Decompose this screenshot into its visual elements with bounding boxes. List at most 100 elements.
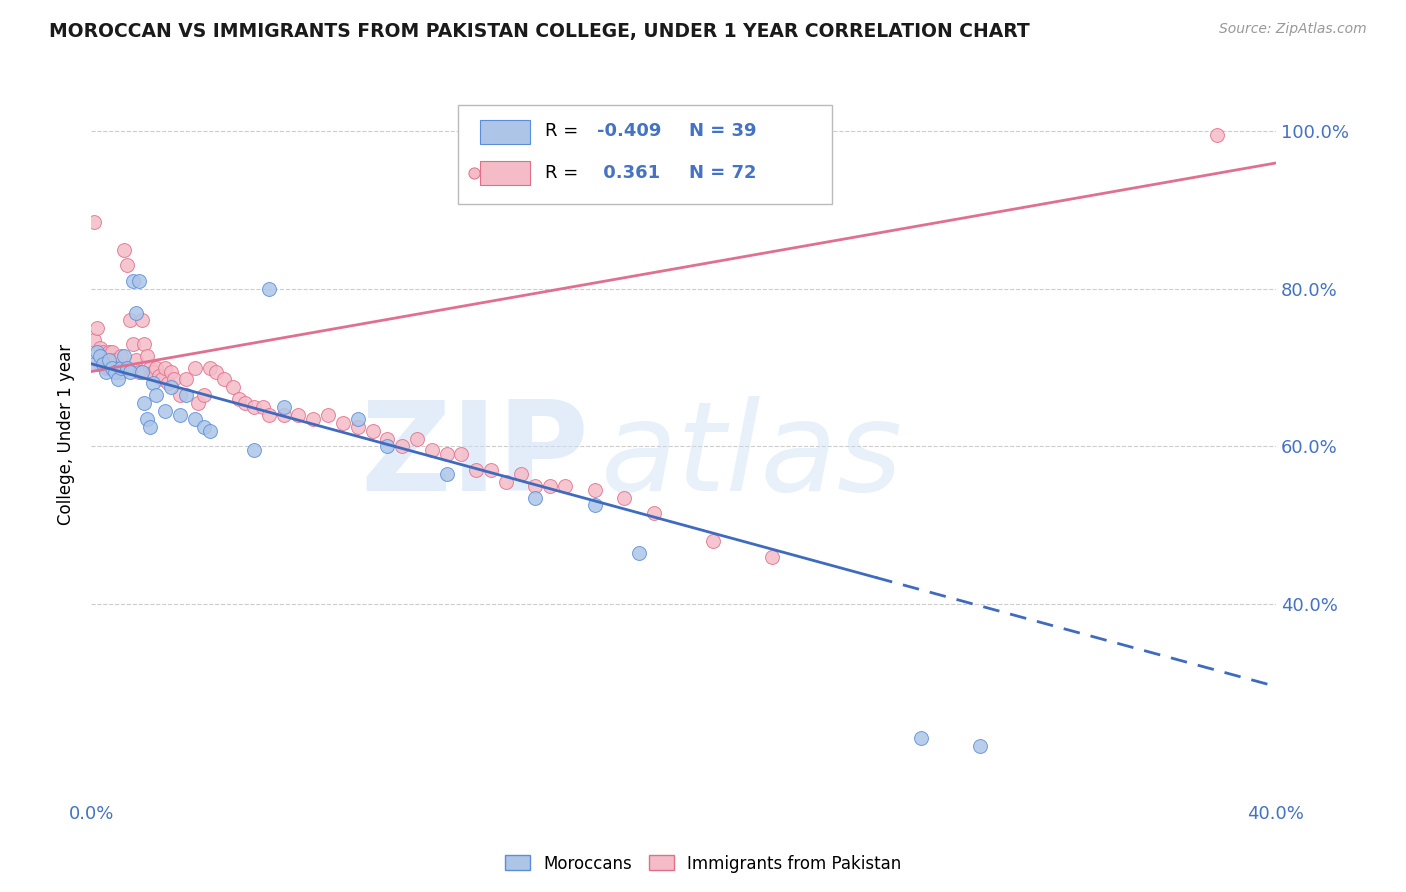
Point	[702, 533, 724, 548]
Point	[479, 463, 502, 477]
Point	[198, 360, 221, 375]
Point	[131, 365, 153, 379]
Point	[145, 360, 167, 375]
Point	[107, 372, 129, 386]
Point	[139, 360, 162, 375]
Point	[136, 349, 159, 363]
Point	[361, 424, 384, 438]
Point	[112, 243, 135, 257]
Point	[153, 404, 176, 418]
Point	[153, 360, 176, 375]
Point	[214, 372, 236, 386]
Point	[332, 416, 354, 430]
Point	[86, 345, 108, 359]
Text: Source: ZipAtlas.com: Source: ZipAtlas.com	[1219, 22, 1367, 37]
Point	[89, 341, 111, 355]
Point	[193, 419, 215, 434]
Point	[139, 419, 162, 434]
Point	[465, 463, 488, 477]
Text: N = 72: N = 72	[689, 164, 756, 182]
Point	[94, 365, 117, 379]
Point	[115, 258, 138, 272]
Point	[94, 360, 117, 375]
Y-axis label: College, Under 1 year: College, Under 1 year	[58, 344, 75, 525]
Point	[377, 432, 399, 446]
Point	[316, 408, 339, 422]
Point	[97, 360, 120, 375]
Point	[524, 491, 547, 505]
Point	[243, 400, 266, 414]
Point	[184, 412, 207, 426]
Point	[509, 467, 531, 481]
Point	[134, 337, 156, 351]
Point	[174, 388, 197, 402]
Text: -0.409: -0.409	[598, 121, 661, 140]
Point	[613, 491, 636, 505]
Point	[94, 349, 117, 363]
Point	[118, 365, 141, 379]
Point	[83, 215, 105, 229]
Point	[391, 439, 413, 453]
Legend: Moroccans, Immigrants from Pakistan: Moroccans, Immigrants from Pakistan	[498, 848, 908, 880]
Point	[86, 321, 108, 335]
Point	[257, 408, 280, 422]
Point	[160, 365, 183, 379]
Point	[89, 357, 111, 371]
Point	[273, 408, 295, 422]
Point	[174, 372, 197, 386]
Point	[538, 479, 561, 493]
Point	[1205, 128, 1227, 143]
Point	[222, 380, 245, 394]
Text: atlas: atlas	[600, 396, 903, 517]
Point	[524, 479, 547, 493]
Point	[134, 396, 156, 410]
Point	[287, 408, 309, 422]
Point	[112, 349, 135, 363]
Point	[204, 365, 226, 379]
Point	[1036, 237, 1059, 252]
Point	[184, 360, 207, 375]
Point	[124, 352, 146, 367]
Point	[187, 396, 209, 410]
Point	[101, 345, 124, 359]
Point	[150, 372, 173, 386]
Point	[101, 360, 124, 375]
Point	[193, 388, 215, 402]
Point	[128, 274, 150, 288]
Point	[118, 313, 141, 327]
Point	[495, 475, 517, 489]
Point	[406, 432, 429, 446]
Point	[377, 439, 399, 453]
FancyBboxPatch shape	[458, 105, 832, 204]
Point	[110, 360, 132, 375]
Point	[163, 372, 186, 386]
Point	[91, 345, 114, 359]
Point	[302, 412, 325, 426]
Point	[97, 345, 120, 359]
Text: ZIP: ZIP	[360, 396, 589, 517]
Point	[583, 499, 606, 513]
Point	[761, 549, 783, 564]
Point	[142, 365, 165, 379]
Point	[110, 365, 132, 379]
Point	[436, 467, 458, 481]
Point	[346, 419, 368, 434]
Bar	[479, 120, 530, 144]
Point	[969, 739, 991, 753]
Point	[583, 483, 606, 497]
Point	[346, 412, 368, 426]
Point	[450, 447, 472, 461]
Point	[628, 546, 651, 560]
Point	[228, 392, 250, 406]
Point	[121, 274, 143, 288]
Point	[97, 352, 120, 367]
Point	[420, 443, 443, 458]
Point	[243, 443, 266, 458]
Point	[198, 424, 221, 438]
Point	[121, 337, 143, 351]
Point	[157, 376, 180, 391]
Point	[115, 360, 138, 375]
Bar	[479, 161, 530, 185]
Text: R =: R =	[546, 121, 583, 140]
Point	[148, 368, 170, 383]
